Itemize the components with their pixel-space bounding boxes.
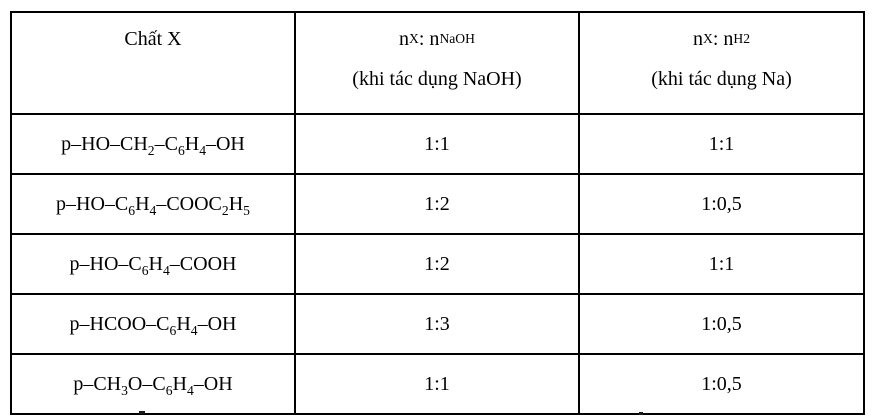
h2-ratio-cell: 1:1 <box>578 113 865 175</box>
h2-ratio-cell: 1:1 <box>578 233 865 295</box>
h2-ratio-cell: 1:0,5 <box>578 353 865 415</box>
h2-ratio-cell: 1:0,5 <box>578 173 865 235</box>
table-row: p–HCOO–C6H4–OH 1:3 1:0,5 <box>10 293 865 355</box>
substance-cell: p–HO–CH2–C6H4–OH <box>10 113 296 175</box>
naoh-ratio-cell: 1:1 <box>294 113 580 175</box>
table-row: p–HO–CH2–C6H4–OH 1:1 1:1 <box>10 113 865 175</box>
naoh-ratio-cell: 1:1 <box>294 353 580 415</box>
cutoff-text-artifact <box>639 412 643 415</box>
naoh-ratio-cell: 1:2 <box>294 173 580 235</box>
table-row: p–HO–C6H4–COOH 1:2 1:1 <box>10 233 865 295</box>
header-h2-ratio-condition: (khi tác dụng Na) <box>651 67 792 90</box>
naoh-ratio-cell: 1:2 <box>294 233 580 295</box>
header-substance-label: Chất X <box>124 27 182 50</box>
h2-ratio-cell: 1:0,5 <box>578 293 865 355</box>
substance-cell: p–HO–C6H4–COOH <box>10 233 296 295</box>
naoh-ratio-cell: 1:3 <box>294 293 580 355</box>
table-row: p–HO–C6H4–COOC2H5 1:2 1:0,5 <box>10 173 865 235</box>
substance-cell: p–HO–C6H4–COOC2H5 <box>10 173 296 235</box>
substance-cell: p–CH3O–C6H4–OH <box>10 353 296 415</box>
substance-cell: p–HCOO–C6H4–OH <box>10 293 296 355</box>
table-row: p–CH3O–C6H4–OH 1:1 1:0,5 <box>10 353 865 415</box>
header-substance: Chất X <box>10 11 296 115</box>
header-naoh-ratio-condition: (khi tác dụng NaOH) <box>352 67 522 90</box>
cutoff-text-artifact <box>139 411 145 414</box>
